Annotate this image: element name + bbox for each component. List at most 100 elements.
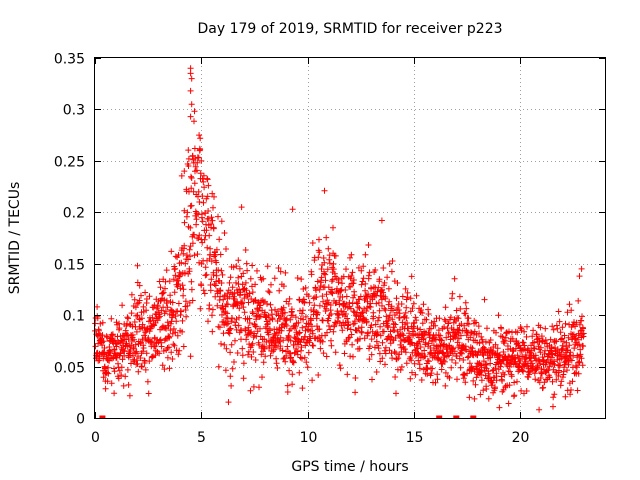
- data-point: [197, 135, 204, 142]
- data-point: [213, 246, 220, 253]
- data-point: [376, 350, 383, 357]
- data-point: [196, 199, 203, 205]
- data-point: [224, 310, 231, 317]
- data-point: [356, 305, 363, 312]
- data-point: [125, 381, 132, 388]
- data-point: [124, 366, 131, 373]
- data-point: [172, 265, 179, 272]
- data-point: [210, 272, 217, 278]
- data-point: [195, 154, 202, 161]
- data-point: [448, 364, 455, 371]
- data-point: [323, 234, 330, 241]
- data-point: [549, 323, 556, 330]
- data-point: [217, 251, 224, 258]
- data-point: [336, 301, 343, 308]
- data-point: [208, 221, 215, 228]
- data-point: [482, 361, 489, 368]
- data-point: [247, 387, 254, 394]
- data-point: [130, 345, 137, 352]
- data-point: [109, 331, 116, 338]
- data-point: [568, 307, 575, 314]
- data-point: [546, 374, 553, 381]
- data-point: [326, 260, 333, 267]
- y-tick-label: 0.25: [54, 155, 85, 171]
- data-point: [284, 389, 291, 395]
- data-point: [287, 316, 294, 323]
- data-point: [173, 318, 180, 325]
- data-point: [178, 259, 185, 266]
- data-point: [536, 339, 543, 346]
- data-point: [280, 304, 287, 311]
- data-point: [483, 361, 490, 368]
- data-point: [321, 270, 328, 277]
- data-point: [197, 146, 204, 153]
- data-point: [322, 300, 329, 307]
- data-point: [425, 340, 432, 347]
- data-point: [245, 351, 251, 358]
- data-point: [246, 290, 253, 297]
- data-point: [206, 302, 213, 309]
- data-point: [182, 260, 189, 267]
- data-point: [240, 360, 247, 367]
- data-point: [477, 391, 484, 398]
- data-point: [188, 202, 195, 209]
- data-point: [531, 339, 538, 346]
- data-point: [316, 326, 323, 333]
- data-point: [402, 346, 408, 353]
- data-point: [322, 271, 329, 278]
- data-point: [449, 356, 455, 363]
- data-point: [498, 360, 505, 367]
- chart-title: Day 179 of 2019, SRMTID for receiver p22…: [197, 21, 502, 37]
- data-point: [164, 354, 171, 361]
- data-point: [162, 278, 169, 285]
- data-point: [550, 394, 557, 401]
- data-point: [571, 319, 577, 326]
- data-point: [309, 330, 316, 337]
- data-point: [378, 296, 385, 303]
- data-point: [179, 282, 186, 289]
- data-point: [165, 344, 172, 351]
- data-point: [170, 309, 177, 316]
- data-point: [201, 184, 208, 191]
- data-point: [474, 352, 481, 359]
- data-point: [373, 338, 380, 345]
- data-point: [167, 327, 174, 334]
- data-point: [166, 333, 173, 340]
- data-point: [225, 399, 232, 406]
- data-point: [283, 352, 290, 359]
- data-point: [324, 266, 331, 273]
- data-point: [432, 379, 439, 386]
- data-point: [355, 325, 362, 332]
- data-point: [246, 320, 253, 326]
- data-point: [321, 187, 328, 194]
- data-point: [133, 328, 140, 335]
- data-point: [240, 375, 247, 382]
- data-point: [252, 357, 259, 363]
- data-point: [264, 263, 271, 270]
- data-point: [495, 312, 502, 319]
- data-point: [322, 277, 329, 284]
- data-point: [337, 365, 344, 372]
- data-point: [249, 340, 256, 347]
- data-point: [425, 358, 432, 365]
- data-point: [391, 327, 398, 334]
- data-point: [376, 276, 383, 283]
- data-point: [500, 338, 507, 345]
- data-point: [163, 267, 170, 274]
- data-point: [289, 206, 296, 213]
- data-point: [184, 209, 191, 216]
- data-point: [260, 275, 267, 282]
- data-point: [424, 371, 431, 378]
- data-point: [186, 268, 193, 275]
- data-point: [319, 293, 326, 300]
- data-point: [118, 372, 125, 379]
- data-point: [567, 391, 574, 398]
- data-point: [168, 349, 175, 356]
- data-point: [354, 309, 361, 316]
- data-point: [399, 293, 406, 300]
- data-point: [283, 322, 290, 329]
- data-point: [293, 345, 300, 352]
- data-point: [186, 246, 193, 253]
- data-point: [185, 270, 192, 277]
